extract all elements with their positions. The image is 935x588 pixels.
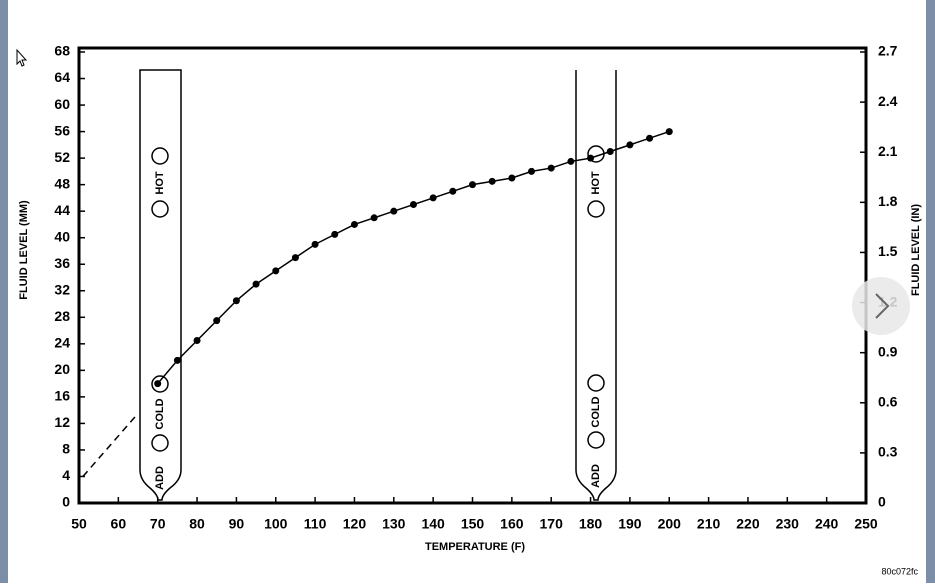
x-tick-label: 90 [229, 516, 245, 532]
x-axis-label: TEMPERATURE (F) [425, 541, 525, 553]
data-point [606, 147, 614, 155]
data-point [449, 187, 457, 195]
y-tick-label: 56 [54, 122, 70, 138]
data-point [409, 201, 417, 209]
data-point [232, 297, 240, 305]
y-axis-label: FLUID LEVEL (MM) [18, 200, 30, 300]
cold-label: COLD [154, 398, 166, 429]
dipstick-left [139, 69, 182, 501]
y-tick-label: 60 [54, 96, 70, 112]
dipstick-right [575, 70, 617, 501]
x-tick-label: 230 [776, 516, 800, 532]
x-tick-label: 240 [815, 516, 839, 532]
y-tick-label: 20 [54, 361, 70, 377]
y-tick-label: 40 [54, 228, 70, 244]
data-point [547, 164, 555, 172]
y-tick-label: 24 [54, 335, 70, 351]
y2-tick-label: 0.3 [878, 444, 898, 460]
x-tick-label: 150 [461, 516, 485, 532]
y-tick-label: 16 [54, 388, 70, 404]
add-label: ADD [154, 466, 166, 490]
x-tick-label: 120 [343, 516, 367, 532]
y-tick-label: 52 [54, 149, 70, 165]
data-point [173, 356, 181, 364]
data-point [213, 317, 221, 325]
y2-tick-label: 2.7 [878, 43, 898, 59]
data-point [350, 220, 358, 228]
y2-tick-label: 1.8 [878, 193, 898, 209]
right-border [926, 0, 935, 583]
add-label: ADD [590, 464, 602, 488]
hot-label: HOT [590, 171, 602, 195]
x-tick-label: 170 [540, 516, 564, 532]
x-tick-label: 160 [500, 516, 524, 532]
y-tick-label: 28 [54, 308, 70, 324]
y-tick-label: 64 [54, 69, 70, 85]
x-tick-label: 130 [382, 516, 406, 532]
data-point [626, 141, 634, 149]
data-point [272, 267, 280, 275]
data-point [252, 280, 260, 288]
x-tick-label: 200 [658, 516, 682, 532]
figure-code: 80c072fc [881, 566, 918, 576]
data-point [154, 380, 162, 388]
data-point [508, 174, 516, 182]
series-line [82, 412, 139, 477]
data-point [646, 134, 654, 142]
data-point [587, 154, 595, 162]
y2-tick-label: 0.6 [878, 393, 898, 409]
y2-axis-label: FLUID LEVEL (IN) [910, 204, 922, 296]
x-tick-label: 100 [264, 516, 288, 532]
y-tick-label: 12 [54, 414, 70, 430]
x-tick-label: 110 [304, 516, 327, 532]
data-point [488, 177, 496, 185]
next-button[interactable] [852, 277, 910, 335]
x-tick-label: 250 [854, 516, 878, 532]
x-tick-label: 220 [736, 516, 760, 532]
y-tick-label: 36 [54, 255, 70, 271]
data-point [429, 194, 437, 202]
cursor [16, 48, 28, 67]
y2-tick-label: 1.5 [878, 243, 898, 259]
data-point [193, 337, 201, 345]
data-point [370, 214, 378, 222]
data-point [665, 128, 673, 136]
x-tick-label: 50 [71, 516, 87, 532]
y-tick-label: 0 [62, 494, 70, 510]
data-point [390, 207, 398, 215]
y-tick-label: 68 [54, 43, 70, 59]
data-point [311, 240, 319, 248]
data-point [469, 181, 476, 189]
x-tick-label: 80 [189, 516, 205, 532]
y-tick-label: 8 [62, 441, 70, 457]
hot-label: HOT [154, 171, 166, 195]
y-tick-label: 32 [54, 281, 70, 297]
y2-tick-label: 0 [878, 494, 886, 510]
x-tick-label: 180 [579, 516, 603, 532]
data-point [528, 167, 536, 175]
x-tick-label: 140 [421, 516, 445, 532]
x-tick-label: 210 [697, 516, 721, 532]
dipstick-marks [151, 145, 605, 452]
y2-tick-label: 2.4 [878, 93, 898, 109]
left-border [0, 0, 8, 583]
data-point [567, 157, 575, 165]
plot-frame [77, 46, 868, 505]
y2-tick-label: 0.9 [878, 343, 898, 359]
data-point [291, 254, 299, 262]
y-tick-label: 44 [54, 202, 70, 218]
y-tick-label: 48 [54, 175, 70, 191]
y2-tick-label: 2.1 [878, 143, 898, 159]
data-point [331, 230, 339, 238]
x-tick-label: 190 [618, 516, 642, 532]
x-tick-label: 60 [111, 516, 127, 532]
y-tick-label: 4 [62, 467, 70, 483]
cold-label: COLD [590, 396, 602, 427]
x-tick-label: 70 [150, 516, 166, 532]
